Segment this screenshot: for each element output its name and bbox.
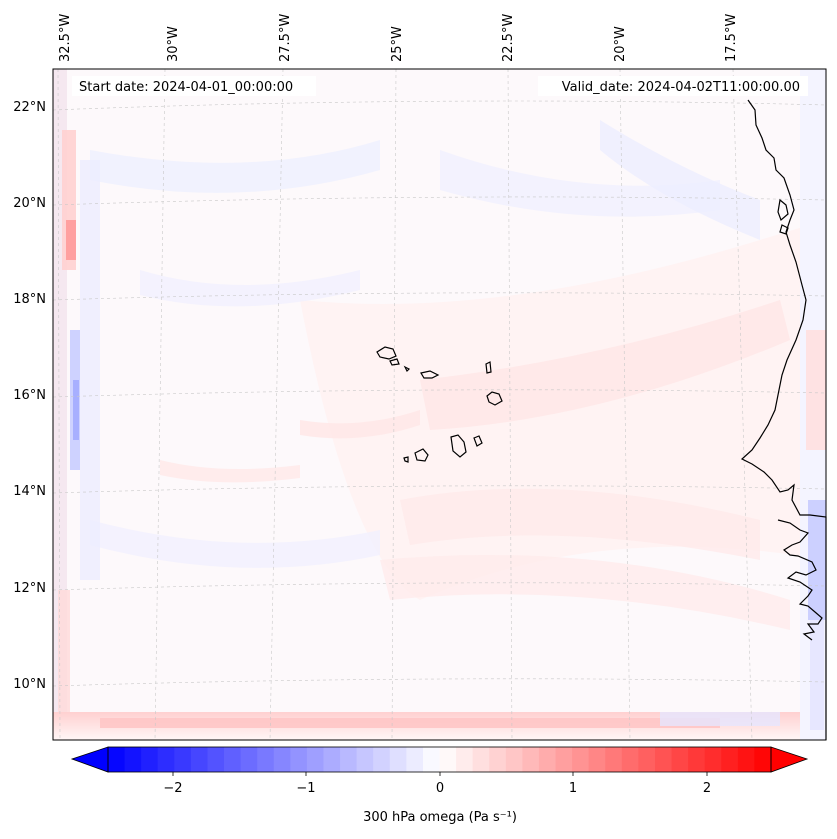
colorbar-min-arrow xyxy=(70,746,109,773)
colorbar-segment xyxy=(141,747,159,772)
colorbar-segment xyxy=(489,747,507,772)
lat-label-14n: 14°N xyxy=(13,484,46,499)
colorbar-segment xyxy=(654,747,673,772)
colorbar-segment xyxy=(605,747,623,772)
africa-coastline xyxy=(740,99,827,740)
omega-field xyxy=(53,69,826,740)
start-date-label: Start date: 2024-04-01_00:00:00 xyxy=(79,80,293,95)
colorbar-frame xyxy=(107,746,772,773)
colorbar-segment xyxy=(373,747,391,772)
colorbar-segment xyxy=(356,747,374,772)
colorbar-ticks xyxy=(172,772,708,776)
lon-label-17-5w: 17.5°W xyxy=(724,14,739,62)
graticule xyxy=(53,69,826,740)
colorbar-segment xyxy=(538,747,557,772)
lon-label-27-5w: 27.5°W xyxy=(278,14,293,62)
coastlines xyxy=(376,99,827,740)
colorbar-segment xyxy=(505,747,523,772)
colorbar-segments xyxy=(108,747,772,772)
colorbar-segment xyxy=(257,747,275,772)
colorbar-segment xyxy=(671,747,689,772)
map-frame xyxy=(52,68,827,741)
colorbar-segment xyxy=(638,747,656,772)
colorbar-segment xyxy=(157,747,175,772)
colorbar-tick-label: 2 xyxy=(703,781,711,796)
start-date-box xyxy=(72,76,316,96)
colorbar-segment xyxy=(422,747,441,772)
colorbar-segment xyxy=(306,747,325,772)
colorbar-segment xyxy=(340,747,358,772)
colorbar-segment xyxy=(108,747,126,772)
valid-date-label: Valid_date: 2024-04-02T11:00:00.00 xyxy=(562,80,800,95)
colorbar-tick-label: −1 xyxy=(296,781,315,796)
colorbar-segment xyxy=(323,747,341,772)
colorbar-segment xyxy=(190,747,209,772)
lat-label-20n: 20°N xyxy=(13,196,46,211)
lon-label-30w: 30°W xyxy=(166,26,181,62)
colorbar-segment xyxy=(273,747,291,772)
colorbar-title: 300 hPa omega (Pa s⁻¹) xyxy=(363,810,517,825)
lat-label-10n: 10°N xyxy=(13,677,46,692)
colorbar-segment xyxy=(439,747,457,772)
colorbar-segment xyxy=(572,747,590,772)
lon-label-25w: 25°W xyxy=(390,26,405,62)
colorbar-segment xyxy=(290,747,308,772)
colorbar-segment xyxy=(688,747,706,772)
colorbar-segment xyxy=(721,747,739,772)
colorbar-segment xyxy=(704,747,722,772)
colorbar-segment xyxy=(389,747,407,772)
lon-label-32-5w: 32.5°W xyxy=(58,14,73,62)
colorbar-segment xyxy=(555,747,573,772)
colorbar-segment xyxy=(522,747,540,772)
colorbar-segment xyxy=(588,747,606,772)
valid-date-box xyxy=(538,76,808,96)
lat-label-22n: 22°N xyxy=(13,100,46,115)
latitude-labels: 22°N 20°N 18°N 16°N 14°N 12°N 10°N xyxy=(13,100,46,692)
colorbar-max-arrow xyxy=(770,746,809,773)
colorbar-segment xyxy=(754,747,772,772)
map-area xyxy=(53,69,827,740)
colorbar-tick-label: −2 xyxy=(163,781,182,796)
lat-label-12n: 12°N xyxy=(13,581,46,596)
colorbar-segment xyxy=(207,747,225,772)
colorbar-segment xyxy=(737,747,756,772)
colorbar-segment xyxy=(174,747,192,772)
colorbar-tick-label: 0 xyxy=(436,781,444,796)
colorbar: −2 −1 0 1 2 300 hPa omega (Pa s⁻¹) xyxy=(70,746,809,825)
colorbar-segment xyxy=(406,747,424,772)
colorbar-segment xyxy=(456,747,474,772)
colorbar-segment xyxy=(240,747,258,772)
lat-label-16n: 16°N xyxy=(13,388,46,403)
island-santo-antao xyxy=(376,346,397,360)
lon-label-22-5w: 22.5°W xyxy=(501,14,516,62)
lon-label-20w: 20°W xyxy=(613,26,628,62)
lat-label-18n: 18°N xyxy=(13,292,46,307)
colorbar-segment xyxy=(224,747,242,772)
colorbar-tick-label: 1 xyxy=(569,781,577,796)
colorbar-segment xyxy=(124,747,142,772)
longitude-labels: 32.5°W 30°W 27.5°W 25°W 22.5°W 20°W 17.5… xyxy=(58,14,739,62)
colorbar-segment xyxy=(472,747,490,772)
colorbar-segment xyxy=(621,747,639,772)
